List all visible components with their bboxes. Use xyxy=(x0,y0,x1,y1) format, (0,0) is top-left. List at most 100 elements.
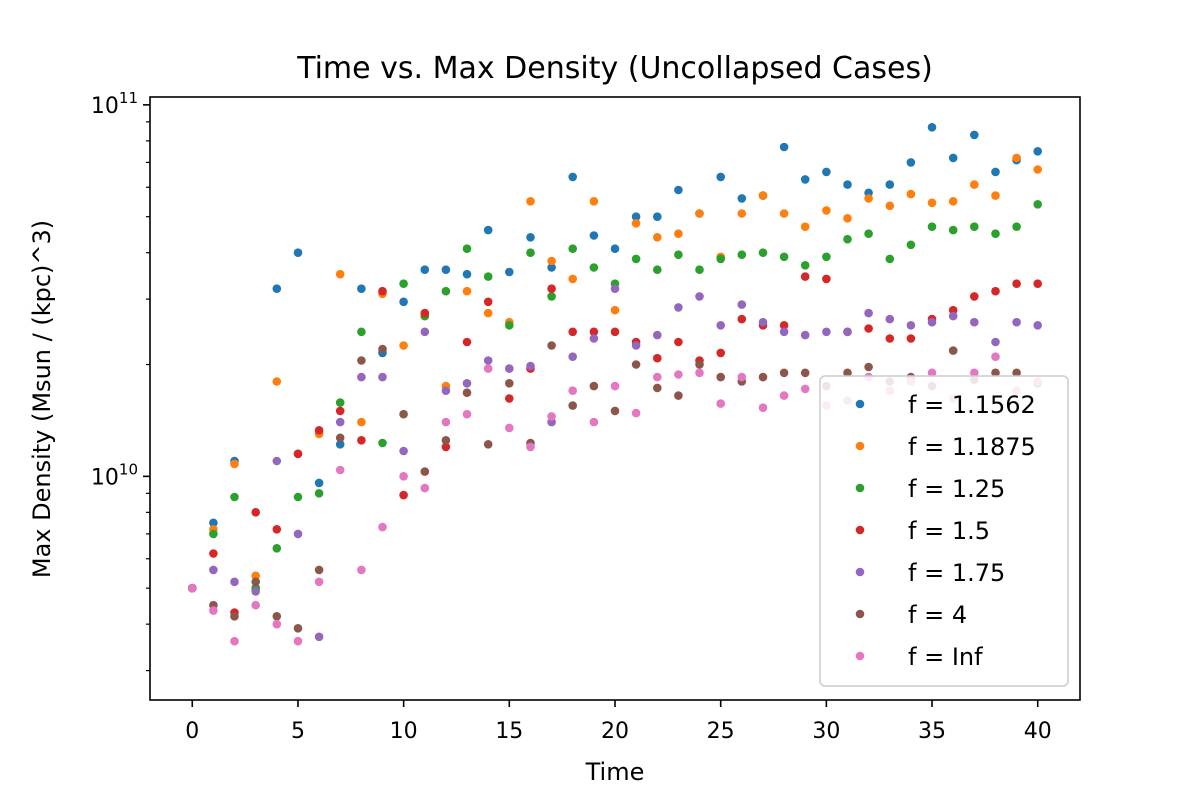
data-point xyxy=(483,272,493,281)
data-point xyxy=(695,292,704,301)
x-tick-label: 10 xyxy=(390,719,418,744)
data-point xyxy=(378,522,387,532)
data-point xyxy=(547,263,556,272)
data-point xyxy=(800,384,810,394)
data-point xyxy=(843,214,852,223)
data-point xyxy=(631,212,641,221)
x-tick-label: 20 xyxy=(601,719,629,744)
data-point xyxy=(314,426,324,435)
data-point xyxy=(1012,317,1021,327)
y-tick-label: 1011 xyxy=(91,89,138,119)
data-point xyxy=(674,229,683,238)
data-point xyxy=(293,624,303,633)
data-point xyxy=(335,406,345,416)
data-point xyxy=(251,577,260,587)
x-axis: 0 5 10 15 20 25 30 35 40 xyxy=(185,700,1052,744)
data-point xyxy=(505,364,514,373)
legend-marker xyxy=(855,525,865,535)
data-point xyxy=(399,409,408,419)
data-point xyxy=(462,269,472,279)
x-tick-label: 35 xyxy=(918,719,946,744)
data-point xyxy=(589,263,599,272)
data-point xyxy=(716,372,725,382)
data-point xyxy=(335,465,345,475)
data-point xyxy=(272,284,282,294)
data-point xyxy=(505,394,514,403)
legend-box xyxy=(819,375,1069,687)
data-point xyxy=(505,267,514,277)
data-point xyxy=(462,244,472,253)
data-point xyxy=(885,180,895,189)
data-point xyxy=(674,250,683,259)
data-point xyxy=(1033,200,1042,209)
data-point xyxy=(970,130,979,140)
data-point xyxy=(970,180,979,189)
data-point xyxy=(822,327,831,337)
data-point xyxy=(293,492,303,502)
data-point xyxy=(631,254,641,264)
data-point xyxy=(209,606,218,615)
chart-title: Time vs. Max Density (Uncollapsed Cases) xyxy=(296,51,933,86)
data-point xyxy=(568,352,577,362)
data-point xyxy=(779,391,789,400)
data-point xyxy=(441,417,451,427)
data-point xyxy=(209,518,218,528)
data-point xyxy=(610,244,620,253)
data-point xyxy=(779,209,789,218)
data-point xyxy=(800,261,810,270)
data-point xyxy=(970,222,979,231)
data-point xyxy=(526,233,535,242)
data-point xyxy=(589,334,599,343)
data-point xyxy=(948,346,958,355)
data-point xyxy=(568,172,577,182)
data-point xyxy=(631,360,641,369)
data-point xyxy=(716,254,725,264)
series-4 xyxy=(188,284,1042,642)
data-point xyxy=(462,286,472,296)
data-point xyxy=(906,321,916,330)
data-point xyxy=(589,327,599,337)
data-point xyxy=(462,337,472,347)
data-point xyxy=(441,436,451,445)
data-point xyxy=(272,544,282,553)
data-point xyxy=(737,209,747,218)
data-point xyxy=(293,636,303,646)
data-point xyxy=(526,248,535,257)
data-point xyxy=(822,252,831,262)
data-point xyxy=(251,571,260,581)
data-point xyxy=(991,286,1000,296)
legend-marker xyxy=(855,567,865,577)
data-point xyxy=(1012,368,1021,378)
data-point xyxy=(970,368,979,378)
y-axis-label: Max Density (Msun / (kpc)^3) xyxy=(28,220,56,578)
data-point xyxy=(758,317,768,327)
data-point xyxy=(653,372,662,382)
data-point xyxy=(357,436,366,445)
data-point xyxy=(653,330,662,340)
data-point xyxy=(505,379,514,388)
data-point xyxy=(357,356,366,365)
data-point xyxy=(441,442,451,452)
data-point xyxy=(695,368,704,378)
data-point xyxy=(1033,321,1042,330)
data-point xyxy=(251,508,260,517)
data-point xyxy=(779,368,789,378)
data-point xyxy=(737,250,747,259)
data-point xyxy=(378,372,387,382)
data-point xyxy=(927,222,937,231)
data-point xyxy=(399,472,408,481)
data-point xyxy=(420,308,430,318)
data-point xyxy=(970,317,979,327)
data-point xyxy=(335,440,345,449)
data-point xyxy=(1033,165,1042,174)
data-point xyxy=(674,370,683,379)
data-point xyxy=(906,189,916,199)
data-point xyxy=(758,372,768,382)
data-point xyxy=(737,194,747,203)
data-point xyxy=(1033,279,1042,289)
data-point xyxy=(822,206,831,215)
data-point xyxy=(547,412,556,421)
data-point xyxy=(230,612,239,621)
data-point xyxy=(991,368,1000,378)
